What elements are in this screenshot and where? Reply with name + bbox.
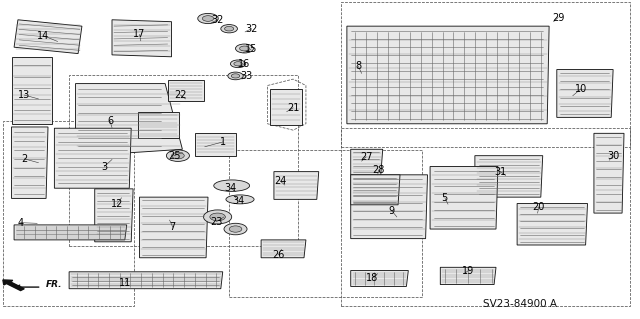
Polygon shape — [351, 271, 408, 286]
Polygon shape — [347, 26, 549, 124]
Text: FR.: FR. — [46, 280, 63, 289]
Text: 2: 2 — [21, 154, 28, 164]
Circle shape — [172, 152, 184, 159]
Bar — [341, 128, 630, 306]
Text: 11: 11 — [119, 278, 132, 288]
Polygon shape — [475, 156, 543, 197]
Text: 4: 4 — [17, 218, 24, 228]
Circle shape — [225, 26, 234, 31]
Circle shape — [231, 74, 240, 78]
Text: 32: 32 — [211, 15, 224, 25]
Polygon shape — [557, 70, 613, 117]
Polygon shape — [517, 204, 588, 245]
Polygon shape — [270, 89, 302, 125]
Text: 17: 17 — [133, 29, 146, 40]
Polygon shape — [274, 172, 319, 199]
Text: 19: 19 — [462, 265, 475, 276]
Text: SV23-84900 A: SV23-84900 A — [483, 299, 557, 309]
Polygon shape — [168, 80, 204, 101]
Circle shape — [198, 13, 218, 24]
Text: 7: 7 — [170, 222, 176, 232]
Polygon shape — [14, 20, 82, 54]
Circle shape — [224, 223, 247, 235]
Polygon shape — [54, 128, 131, 188]
Circle shape — [202, 16, 214, 21]
Text: 20: 20 — [532, 202, 545, 212]
Circle shape — [166, 150, 189, 161]
Circle shape — [204, 210, 232, 224]
Text: 22: 22 — [174, 90, 187, 100]
Text: 34: 34 — [224, 183, 237, 193]
Text: 33: 33 — [240, 71, 253, 81]
Text: 27: 27 — [360, 152, 372, 162]
Text: 28: 28 — [372, 165, 385, 175]
Polygon shape — [76, 84, 182, 156]
Text: 10: 10 — [575, 84, 588, 94]
Ellipse shape — [226, 195, 254, 204]
Text: 25: 25 — [168, 151, 180, 161]
Text: 31: 31 — [494, 167, 507, 177]
Text: 12: 12 — [111, 198, 124, 209]
Circle shape — [234, 62, 243, 66]
Circle shape — [239, 46, 250, 51]
Text: 21: 21 — [287, 103, 300, 113]
Text: 9: 9 — [388, 205, 395, 216]
Circle shape — [229, 226, 242, 232]
Text: 29: 29 — [552, 12, 564, 23]
Polygon shape — [14, 225, 127, 240]
Bar — [3, 121, 134, 306]
Polygon shape — [351, 175, 400, 205]
Polygon shape — [140, 197, 208, 258]
Bar — [69, 75, 298, 246]
Text: 14: 14 — [37, 31, 50, 41]
FancyArrow shape — [3, 280, 24, 291]
Polygon shape — [261, 240, 306, 258]
Bar — [341, 2, 630, 147]
Text: 16: 16 — [238, 59, 251, 70]
Polygon shape — [95, 189, 133, 242]
Polygon shape — [112, 20, 172, 57]
Polygon shape — [430, 167, 498, 229]
Polygon shape — [594, 133, 624, 213]
Polygon shape — [195, 133, 236, 156]
Text: 30: 30 — [607, 151, 620, 161]
Ellipse shape — [214, 180, 250, 191]
Text: 1: 1 — [220, 137, 226, 147]
Text: 3: 3 — [101, 161, 108, 172]
Text: 24: 24 — [274, 176, 287, 186]
Circle shape — [221, 25, 237, 33]
Polygon shape — [12, 127, 48, 198]
Circle shape — [228, 72, 243, 80]
Text: 15: 15 — [244, 44, 257, 55]
Text: 18: 18 — [366, 273, 379, 283]
Bar — [229, 150, 422, 297]
Polygon shape — [440, 267, 496, 285]
Text: 23: 23 — [210, 217, 223, 227]
Circle shape — [210, 213, 225, 221]
Polygon shape — [12, 57, 52, 124]
Text: 26: 26 — [272, 249, 285, 260]
Circle shape — [230, 60, 246, 68]
Text: 6: 6 — [107, 116, 113, 126]
Polygon shape — [69, 272, 223, 289]
Polygon shape — [351, 175, 428, 239]
Text: 32: 32 — [245, 24, 258, 34]
Circle shape — [236, 44, 253, 53]
Text: 5: 5 — [442, 193, 448, 203]
Text: 8: 8 — [355, 61, 362, 71]
Text: 34: 34 — [232, 196, 244, 206]
Polygon shape — [351, 149, 383, 175]
Polygon shape — [138, 112, 179, 138]
Text: 13: 13 — [18, 90, 31, 100]
